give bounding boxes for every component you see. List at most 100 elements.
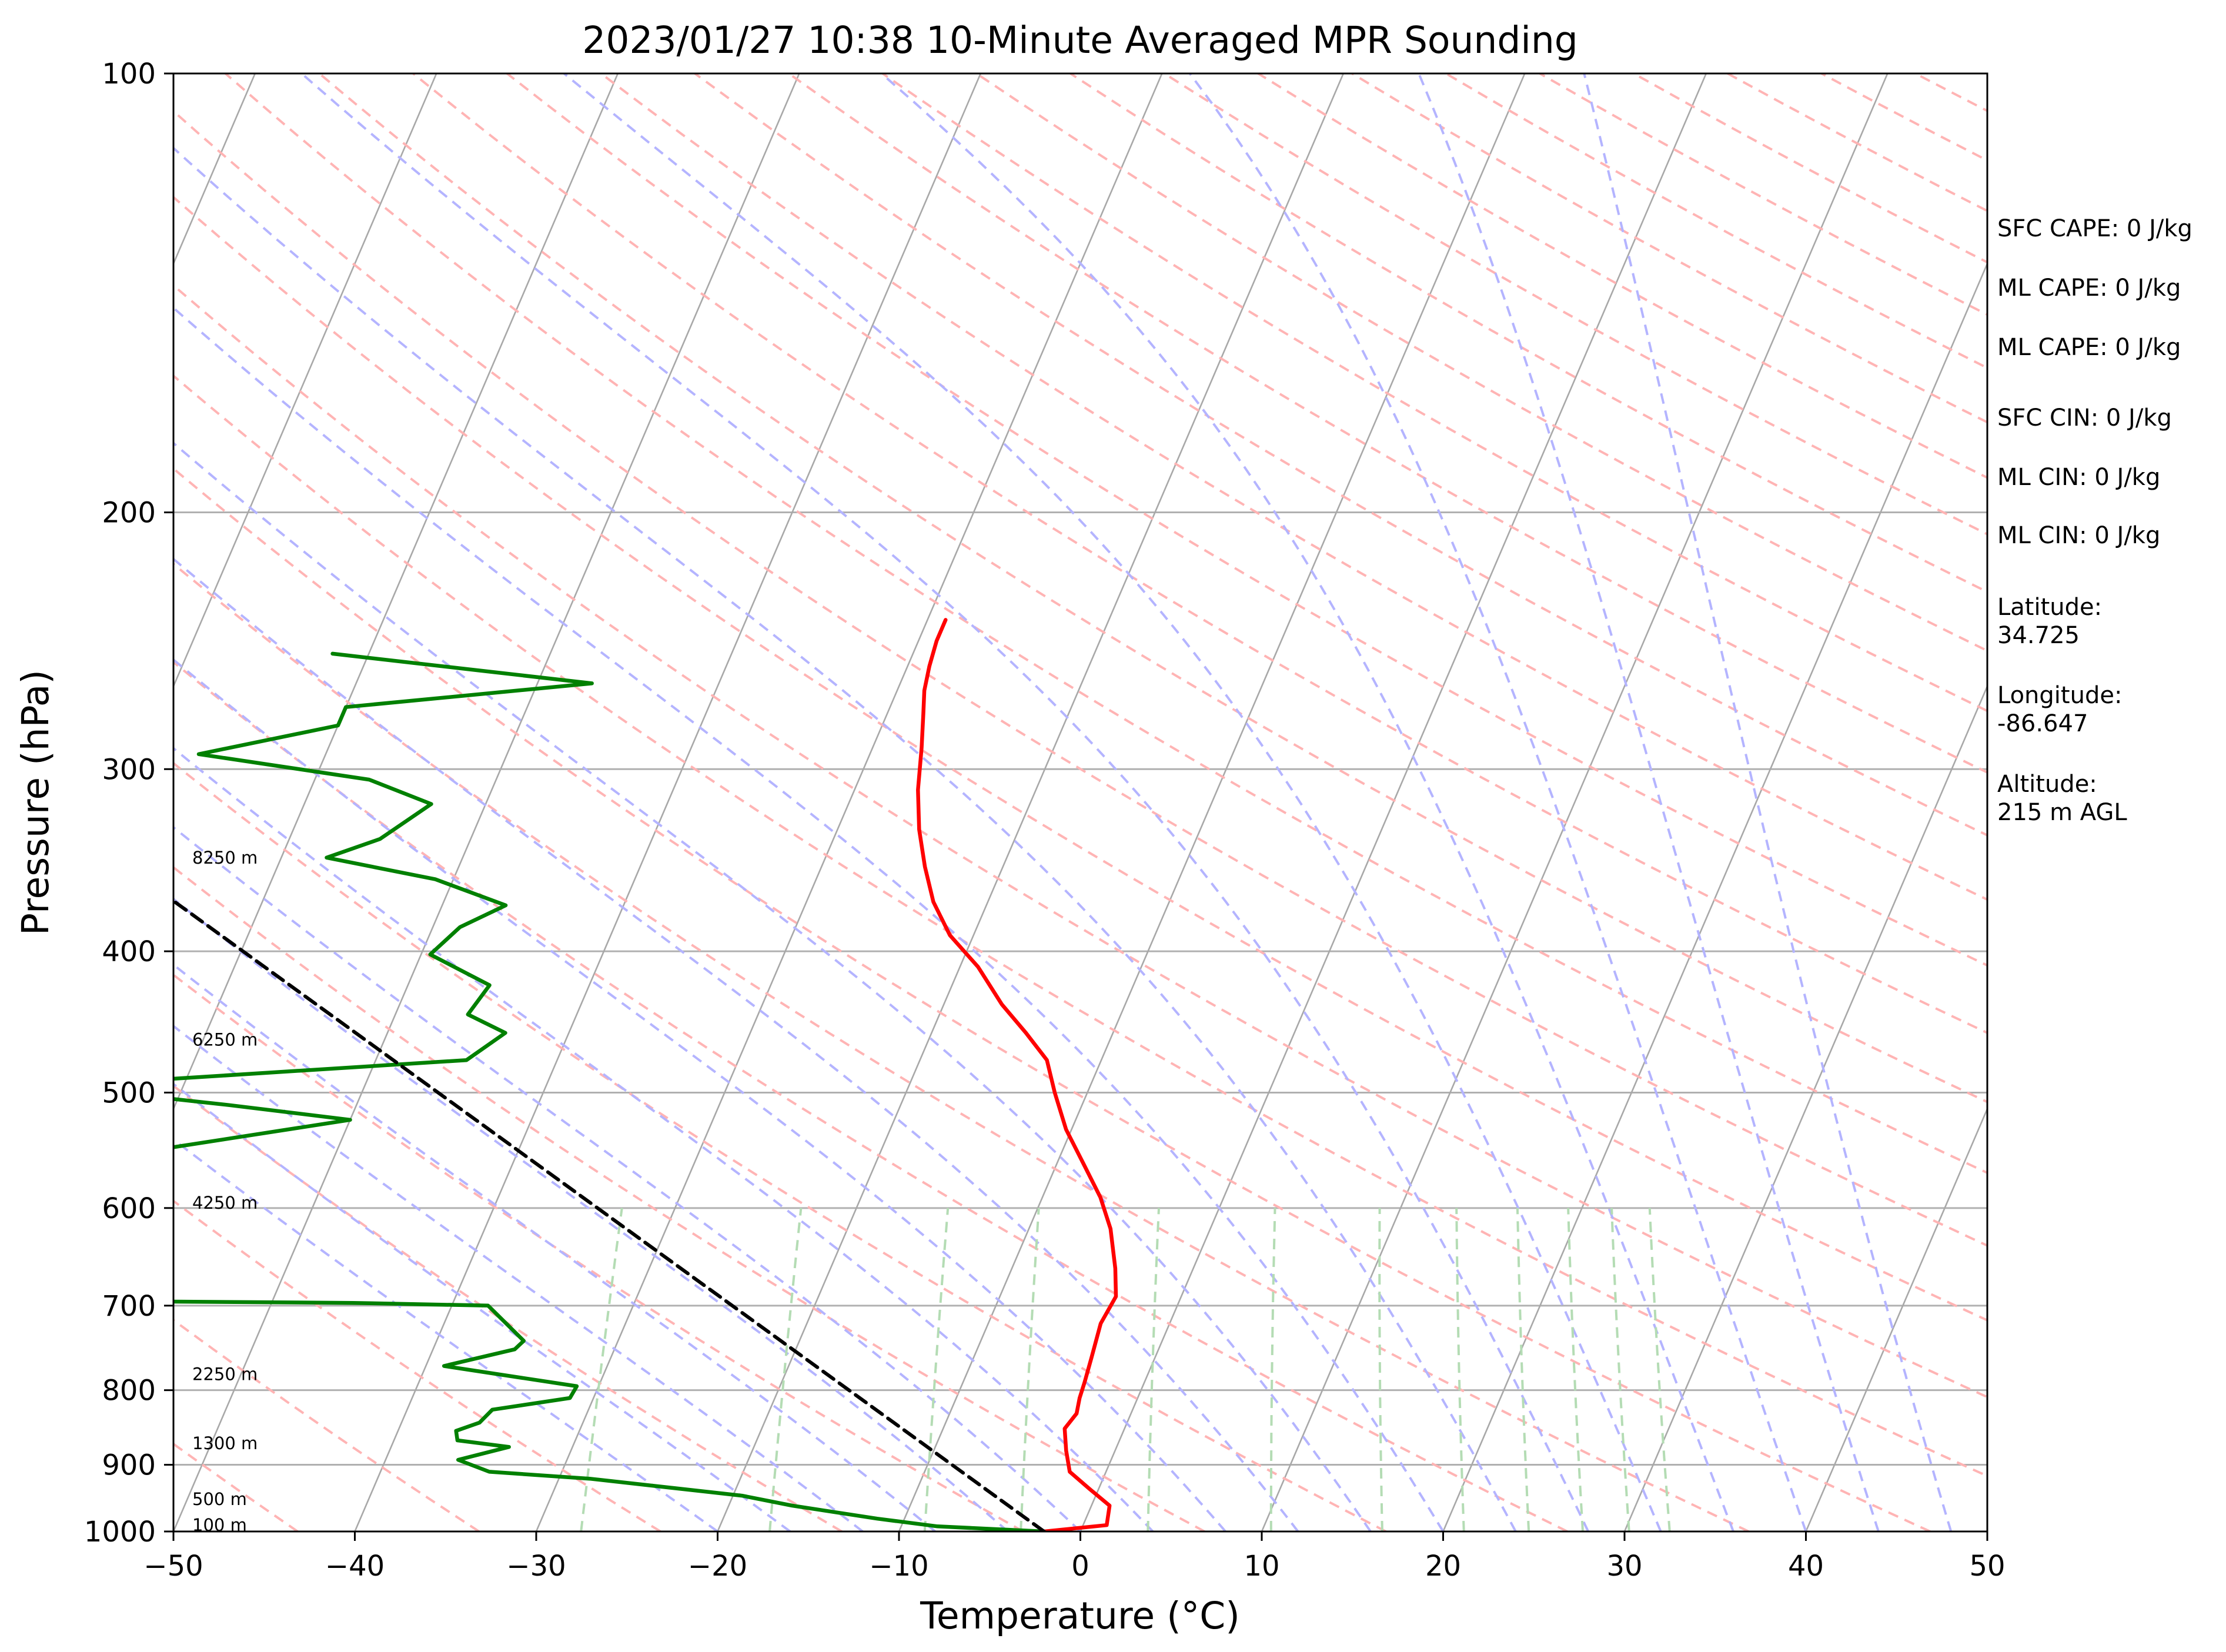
mixing-ratio-line <box>1610 1208 1630 1531</box>
isotherm-line <box>173 73 437 688</box>
mixing-ratio-line <box>768 1208 803 1531</box>
dry-adiabat <box>173 283 1987 1399</box>
info-annotation: ML CAPE: 0 J/kg <box>1997 275 2181 302</box>
moist-adiabat <box>173 557 1299 1531</box>
info-annotation: SFC CAPE: 0 J/kg <box>1997 215 2192 242</box>
height-label: 2250 m <box>192 1364 258 1384</box>
moist-adiabat <box>173 963 936 1531</box>
dry-adiabat <box>173 109 1987 1247</box>
dry-adiabat <box>173 761 1387 1531</box>
dry-adiabat <box>881 73 1987 713</box>
x-tick-label: 10 <box>1244 1550 1279 1583</box>
isotherm-line <box>898 73 1526 1531</box>
moist-adiabat <box>173 442 1372 1531</box>
x-axis-ticks: −50 −40 −30 −20 −10 0 10 20 30 40 50 <box>143 1531 2006 1583</box>
info-annotation: Longitude: -86.647 <box>1997 682 2122 737</box>
height-label: 4250 m <box>192 1193 258 1213</box>
data-layer <box>173 618 1118 1531</box>
info-annotation: ML CIN: 0 J/kg <box>1997 464 2160 491</box>
moist-adiabat <box>1188 73 1807 1531</box>
mixing-ratio-line <box>1567 1208 1584 1531</box>
moist-adiabat <box>880 73 1734 1531</box>
info-annotation: ML CAPE: 0 J/kg <box>1997 334 2181 361</box>
isotherm-line <box>1805 1106 1987 1531</box>
isotherm-line <box>354 73 982 1531</box>
moist-adiabat <box>173 146 1517 1531</box>
x-tick-label: −30 <box>506 1550 566 1583</box>
height-label: 8250 m <box>192 848 258 868</box>
y-axis-label: Pressure (hPa) <box>14 670 57 935</box>
moist-adiabat <box>1583 73 1953 1531</box>
moist-adiabat <box>173 1024 864 1531</box>
info-line: -86.647 <box>1997 710 2088 737</box>
isotherm-line <box>535 73 1163 1531</box>
mixing-ratio-line <box>1378 1208 1383 1531</box>
y-tick-label: 300 <box>102 753 156 786</box>
moist-adiabat <box>173 1138 718 1531</box>
mixing-ratio-line <box>1648 1208 1671 1531</box>
mixing-ratio-line <box>1516 1208 1530 1531</box>
x-tick-label: −50 <box>143 1550 203 1583</box>
x-tick-label: −20 <box>688 1550 747 1583</box>
height-label: 500 m <box>192 1489 247 1509</box>
moist-adiabat <box>173 897 1009 1531</box>
x-axis-label: Temperature (°C) <box>920 1594 1240 1637</box>
chart-title: 2023/01/27 10:38 10-Minute Averaged MPR … <box>582 19 1578 62</box>
mixing-ratio-line <box>1269 1208 1276 1531</box>
dry-adiabat <box>788 73 1987 774</box>
y-tick-label: 900 <box>102 1449 156 1482</box>
dry-adiabat <box>173 1319 480 1531</box>
y-tick-label: 100 <box>102 58 156 91</box>
mixing-ratio-line <box>580 1208 623 1531</box>
info-annotation: Latitude: 34.725 <box>1997 594 2102 649</box>
info-line: 215 m AGL <box>1997 799 2127 826</box>
info-line: ML CIN: 0 J/kg <box>1997 464 2160 491</box>
info-line: Latitude: <box>1997 594 2102 621</box>
y-tick-label: 400 <box>102 935 156 968</box>
y-axis-ticks: 1000 900 800 700 600 500 400 300 200 100 <box>84 58 173 1549</box>
mixing-ratio-line <box>923 1208 950 1531</box>
info-line: Longitude: <box>1997 682 2122 709</box>
moist-adiabat <box>173 658 1226 1531</box>
y-tick-label: 1000 <box>84 1516 156 1549</box>
dry-adiabat <box>173 973 1024 1531</box>
isotherm-line <box>717 73 1345 1531</box>
dry-adiabat <box>173 374 1987 1477</box>
x-tick-label: 20 <box>1425 1550 1461 1583</box>
grid-layer <box>173 73 1987 1531</box>
dry-adiabat <box>173 865 1205 1531</box>
y-tick-label: 500 <box>102 1076 156 1109</box>
dewpoint-profile <box>173 651 1047 1531</box>
dry-adiabat <box>173 195 1987 1322</box>
info-annotation: SFC CIN: 0 J/kg <box>1997 404 2172 432</box>
info-annotation: ML CIN: 0 J/kg <box>1997 522 2160 549</box>
dry-adiabat <box>173 1084 843 1531</box>
x-tick-label: 0 <box>1071 1550 1089 1583</box>
y-tick-label: 800 <box>102 1375 156 1407</box>
isotherm-line <box>1442 262 1987 1531</box>
moist-adiabat <box>300 73 1590 1531</box>
mixing-ratio-line <box>1455 1208 1465 1531</box>
mixing-ratio-line <box>1147 1208 1160 1531</box>
y-tick-label: 600 <box>102 1192 156 1225</box>
temperature-profile <box>916 618 1118 1531</box>
moist-adiabat <box>173 825 1081 1531</box>
dry-adiabat <box>694 73 1987 837</box>
info-line: SFC CAPE: 0 J/kg <box>1997 215 2192 242</box>
info-line: ML CAPE: 0 J/kg <box>1997 275 2181 302</box>
height-label: 6250 m <box>192 1030 258 1050</box>
y-tick-label: 200 <box>102 497 156 530</box>
isotherm-line <box>173 73 619 1111</box>
mixing-ratio-line <box>1020 1208 1040 1531</box>
moist-adiabat <box>1418 73 1880 1531</box>
info-line: ML CAPE: 0 J/kg <box>1997 334 2181 361</box>
height-label: 1300 m <box>192 1433 258 1453</box>
x-tick-label: −40 <box>325 1550 385 1583</box>
moist-adiabat <box>173 306 1445 1531</box>
x-tick-label: 50 <box>1969 1550 2005 1583</box>
info-line: 34.725 <box>1997 622 2080 649</box>
sounding-info-panel: SFC CAPE: 0 J/kg ML CAPE: 0 J/kg ML CAPE: … <box>1997 215 2192 826</box>
